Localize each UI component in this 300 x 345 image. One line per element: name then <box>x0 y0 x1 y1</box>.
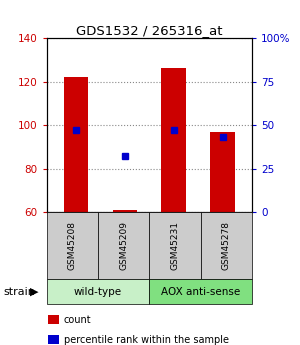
Text: GSM45231: GSM45231 <box>170 221 179 270</box>
Bar <box>161 68 186 212</box>
Text: ▶: ▶ <box>30 287 39 297</box>
Text: GSM45208: GSM45208 <box>68 221 77 270</box>
Text: wild-type: wild-type <box>74 287 122 297</box>
Text: count: count <box>64 315 92 325</box>
Text: AOX anti-sense: AOX anti-sense <box>161 287 240 297</box>
Text: strain: strain <box>3 287 35 297</box>
Bar <box>210 131 235 212</box>
Bar <box>112 210 137 212</box>
Title: GDS1532 / 265316_at: GDS1532 / 265316_at <box>76 24 223 37</box>
Text: GSM45209: GSM45209 <box>119 221 128 270</box>
Text: GSM45278: GSM45278 <box>222 221 231 270</box>
Text: percentile rank within the sample: percentile rank within the sample <box>64 335 229 345</box>
Bar <box>64 77 88 212</box>
